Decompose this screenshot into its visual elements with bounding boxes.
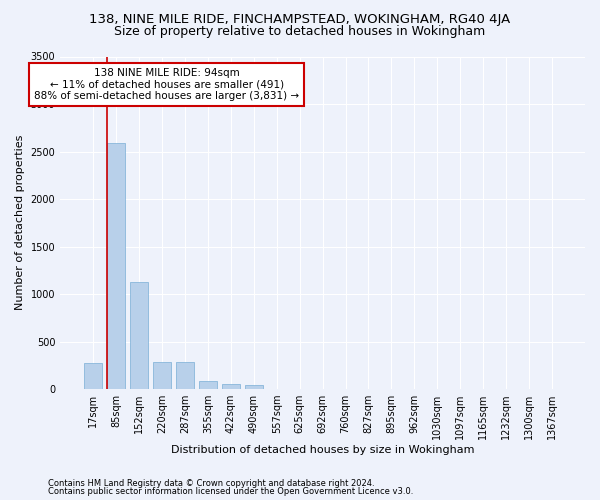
Y-axis label: Number of detached properties: Number of detached properties [15, 135, 25, 310]
Bar [199, 380, 217, 389]
Bar [130, 282, 148, 389]
Text: 138 NINE MILE RIDE: 94sqm
← 11% of detached houses are smaller (491)
88% of semi: 138 NINE MILE RIDE: 94sqm ← 11% of detac… [34, 68, 299, 101]
Text: 138, NINE MILE RIDE, FINCHAMPSTEAD, WOKINGHAM, RG40 4JA: 138, NINE MILE RIDE, FINCHAMPSTEAD, WOKI… [89, 12, 511, 26]
X-axis label: Distribution of detached houses by size in Wokingham: Distribution of detached houses by size … [171, 445, 475, 455]
Bar [176, 362, 194, 389]
Text: Contains public sector information licensed under the Open Government Licence v3: Contains public sector information licen… [48, 487, 413, 496]
Bar [107, 143, 125, 389]
Bar [245, 386, 263, 389]
Text: Contains HM Land Registry data © Crown copyright and database right 2024.: Contains HM Land Registry data © Crown c… [48, 478, 374, 488]
Text: Size of property relative to detached houses in Wokingham: Size of property relative to detached ho… [115, 25, 485, 38]
Bar [84, 364, 103, 389]
Bar [153, 362, 171, 389]
Bar [221, 384, 240, 389]
